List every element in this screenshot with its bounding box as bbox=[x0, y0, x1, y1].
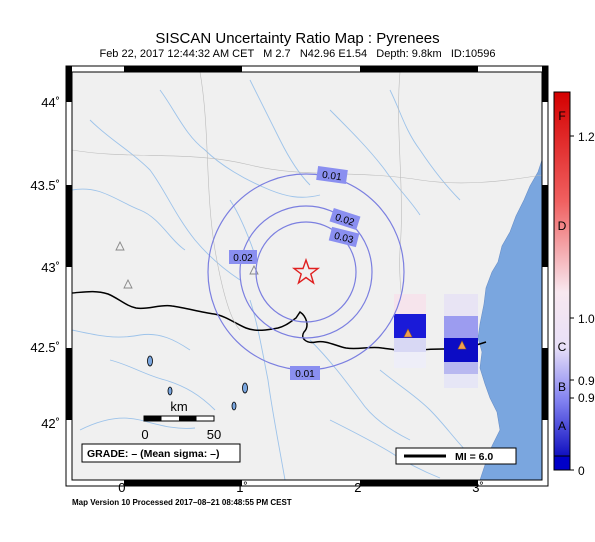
colorbar-grade-label: D bbox=[558, 219, 567, 233]
land-area bbox=[72, 72, 542, 480]
colorbar-grade-label: C bbox=[558, 340, 567, 354]
lat-label: 43˚ bbox=[41, 260, 60, 275]
scale-max: 50 bbox=[207, 427, 221, 442]
map-version-footer: Map Version 10 Processed 2017–08–21 08:4… bbox=[72, 498, 292, 507]
lon-label: 0˚ bbox=[118, 480, 130, 495]
colorbar-grade-label: B bbox=[558, 380, 566, 394]
colorbar-value-label: 1.2 bbox=[578, 130, 595, 144]
colorbar-grade-label: A bbox=[558, 419, 566, 433]
scale-unit: km bbox=[170, 399, 187, 414]
lon-label: 1˚ bbox=[236, 480, 248, 495]
map-inner-frame bbox=[71, 71, 543, 481]
colorbar-value-label: 0.9 bbox=[578, 391, 595, 405]
frame-ticks bbox=[66, 66, 548, 486]
contour-label-group bbox=[229, 165, 361, 380]
sea-area bbox=[477, 72, 542, 480]
rivers bbox=[72, 79, 471, 480]
contour-label: 0.03 bbox=[333, 231, 355, 246]
station-triangle bbox=[403, 328, 413, 338]
lat-label: 42.5˚ bbox=[30, 340, 60, 355]
station-triangle bbox=[457, 340, 467, 350]
scale-min: 0 bbox=[141, 427, 148, 442]
scale-bar bbox=[143, 415, 215, 422]
mi-legend-text: MI = 6.0 bbox=[455, 451, 493, 463]
small-lakes bbox=[147, 355, 248, 411]
stations-active bbox=[403, 328, 467, 350]
epicenter-star bbox=[291, 257, 321, 285]
colorbar-value-label: 1.0 bbox=[578, 312, 595, 326]
colorbar-ticks bbox=[570, 135, 574, 471]
colorbar-zero-block bbox=[553, 455, 571, 471]
contour-middle bbox=[239, 205, 373, 339]
colorbar-value-label: 0 bbox=[578, 464, 585, 478]
grade-text: GRADE: – (Mean sigma: –) bbox=[87, 448, 219, 460]
colorbar-value-label: 0.9 bbox=[578, 374, 595, 388]
map-title: SISCAN Uncertainty Ratio Map : Pyrenees bbox=[155, 30, 440, 47]
contour-inner bbox=[255, 221, 357, 323]
lat-label: 43.5˚ bbox=[30, 178, 60, 193]
lon-label: 2˚ bbox=[354, 480, 366, 495]
station-triangle bbox=[115, 240, 125, 251]
grade-box bbox=[81, 443, 241, 463]
contour-label: 0.01 bbox=[321, 170, 342, 184]
mi-legend-box bbox=[395, 447, 517, 465]
contour-label: 0.01 bbox=[295, 369, 315, 380]
lon-label: 3˚ bbox=[472, 480, 484, 495]
lat-label: 42˚ bbox=[41, 416, 60, 431]
event-info: Feb 22, 2017 12:44:32 AM CET M 2.7 N42.9… bbox=[99, 48, 496, 60]
station-triangle bbox=[123, 278, 133, 289]
contour-label: 0.02 bbox=[233, 253, 253, 264]
colorbar-grade-label: F bbox=[558, 109, 565, 123]
colorbar bbox=[553, 91, 571, 457]
lat-label: 44˚ bbox=[41, 95, 60, 110]
